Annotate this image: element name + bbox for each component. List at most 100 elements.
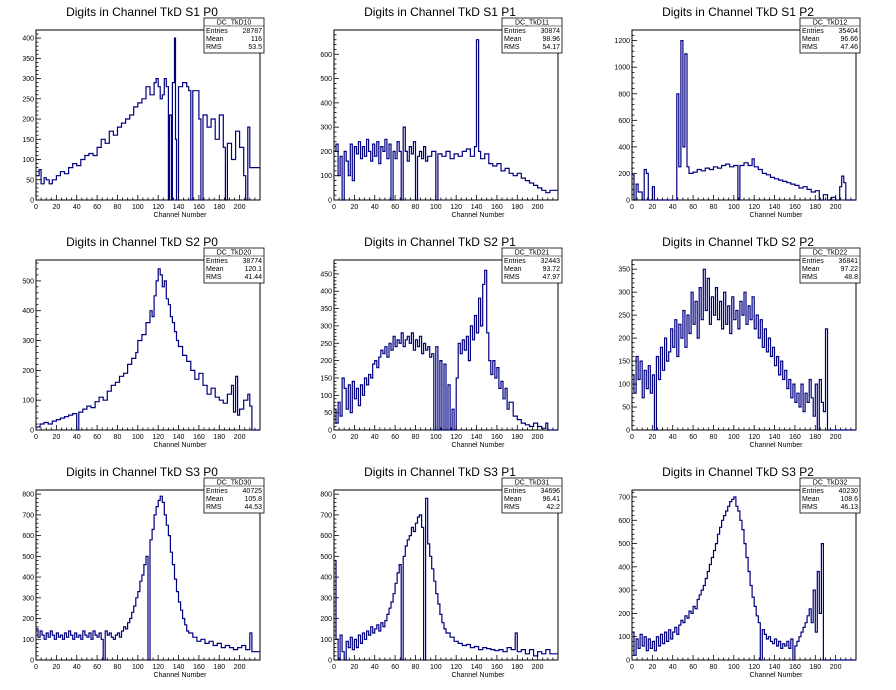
x-tick-label: 60 bbox=[93, 434, 101, 441]
x-tick-label: 0 bbox=[34, 664, 38, 671]
stats-label: Mean bbox=[206, 36, 224, 43]
y-tick-label: 400 bbox=[618, 564, 630, 571]
stats-box bbox=[501, 17, 563, 54]
x-tick-label: 60 bbox=[93, 664, 101, 671]
x-tick-label: 80 bbox=[710, 204, 718, 211]
x-tick-label: 200 bbox=[532, 204, 544, 211]
histogram-line bbox=[334, 269, 558, 431]
x-tick-label: 160 bbox=[193, 204, 205, 211]
x-tick-label: 100 bbox=[430, 664, 442, 671]
stats-value: 105.8 bbox=[244, 496, 262, 503]
y-tick-label: 150 bbox=[320, 375, 332, 382]
stats-label: Entries bbox=[206, 258, 228, 265]
y-tick-label: 600 bbox=[618, 118, 630, 125]
stats-box bbox=[203, 17, 265, 54]
x-tick-label: 20 bbox=[52, 434, 60, 441]
x-tick-label: 120 bbox=[152, 434, 164, 441]
x-tick-label: 180 bbox=[511, 204, 523, 211]
x-tick-label: 0 bbox=[332, 664, 336, 671]
panel-title: Digits in Channel TkD S2 P2 bbox=[662, 235, 814, 249]
x-tick-label: 40 bbox=[371, 434, 379, 441]
stats-label: RMS bbox=[802, 44, 818, 51]
y-tick-label: 300 bbox=[320, 125, 332, 132]
y-tick-label: 500 bbox=[618, 541, 630, 548]
x-tick-label: 40 bbox=[371, 204, 379, 211]
x-tick-label: 100 bbox=[728, 204, 740, 211]
x-axis-title: Channel Number bbox=[154, 212, 208, 219]
x-tick-label: 140 bbox=[173, 664, 185, 671]
stats-name: DC_TkD11 bbox=[515, 20, 549, 27]
stats-label: Mean bbox=[504, 266, 522, 273]
x-tick-label: 100 bbox=[132, 664, 144, 671]
x-axis-title: Channel Number bbox=[750, 212, 804, 219]
y-tick-label: 300 bbox=[618, 290, 630, 297]
x-tick-label: 20 bbox=[350, 664, 358, 671]
y-tick-label: 150 bbox=[22, 137, 34, 144]
x-axis-title: Channel Number bbox=[154, 672, 208, 679]
x-tick-label: 160 bbox=[491, 664, 503, 671]
y-tick-label: 400 bbox=[22, 308, 34, 315]
panel-title: Digits in Channel TkD S1 P2 bbox=[662, 5, 814, 19]
x-tick-label: 100 bbox=[430, 434, 442, 441]
y-tick-label: 400 bbox=[22, 575, 34, 582]
stats-value: 53.5 bbox=[248, 44, 262, 51]
y-tick-label: 600 bbox=[320, 533, 332, 540]
x-tick-label: 120 bbox=[450, 434, 462, 441]
x-tick-label: 20 bbox=[350, 434, 358, 441]
x-tick-label: 200 bbox=[234, 204, 246, 211]
x-tick-label: 180 bbox=[809, 664, 821, 671]
stats-label: Mean bbox=[504, 496, 522, 503]
stats-name: DC_TkD21 bbox=[515, 250, 550, 257]
histogram-line bbox=[334, 497, 558, 661]
x-tick-label: 160 bbox=[491, 434, 503, 441]
x-tick-label: 140 bbox=[173, 204, 185, 211]
x-tick-label: 200 bbox=[234, 664, 246, 671]
histogram-panel: Digits in Channel TkD S1 P1 0 20 40 60 80 100 1… bbox=[320, 5, 563, 219]
histogram-line bbox=[36, 37, 260, 201]
panel-title: Digits in Channel TkD S3 P0 bbox=[66, 465, 218, 479]
stats-value: 35404 bbox=[839, 28, 859, 35]
x-axis-title: Channel Number bbox=[452, 672, 506, 679]
x-tick-label: 80 bbox=[710, 434, 718, 441]
x-tick-label: 0 bbox=[630, 434, 634, 441]
x-tick-label: 100 bbox=[728, 434, 740, 441]
x-tick-label: 80 bbox=[412, 664, 420, 671]
y-tick-label: 0 bbox=[626, 198, 630, 205]
stats-box bbox=[799, 247, 861, 284]
plot-frame bbox=[333, 489, 559, 661]
x-tick-label: 140 bbox=[173, 434, 185, 441]
histogram-panel: Digits in Channel TkD S3 P1 0 20 40 60 80 100 1… bbox=[320, 465, 563, 679]
y-tick-label: 400 bbox=[320, 575, 332, 582]
stats-label: Entries bbox=[206, 488, 228, 495]
x-tick-label: 0 bbox=[332, 204, 336, 211]
stats-label: RMS bbox=[504, 504, 520, 511]
x-tick-label: 140 bbox=[769, 664, 781, 671]
x-tick-label: 40 bbox=[669, 204, 677, 211]
x-tick-label: 120 bbox=[152, 204, 164, 211]
stats-value: 93.72 bbox=[542, 266, 560, 273]
stats-label: Mean bbox=[802, 496, 820, 503]
x-tick-label: 20 bbox=[648, 204, 656, 211]
stats-name: DC_TkD30 bbox=[217, 480, 252, 487]
x-tick-label: 60 bbox=[689, 204, 697, 211]
x-tick-label: 0 bbox=[630, 204, 634, 211]
stats-box bbox=[501, 247, 563, 284]
stats-label: Mean bbox=[206, 266, 224, 273]
histogram-line bbox=[632, 268, 856, 431]
stats-label: Entries bbox=[802, 258, 824, 265]
y-tick-label: 400 bbox=[618, 144, 630, 151]
y-tick-label: 0 bbox=[30, 198, 34, 205]
panel-title: Digits in Channel TkD S1 P1 bbox=[364, 5, 516, 19]
y-tick-label: 0 bbox=[626, 428, 630, 435]
y-tick-label: 350 bbox=[618, 267, 630, 274]
stats-value: 47.97 bbox=[542, 274, 560, 281]
x-axis-title: Channel Number bbox=[750, 442, 804, 449]
y-tick-label: 200 bbox=[320, 149, 332, 156]
stats-value: 96.66 bbox=[840, 36, 858, 43]
stats-label: RMS bbox=[504, 44, 520, 51]
x-tick-label: 20 bbox=[52, 204, 60, 211]
panel-title: Digits in Channel TkD S2 P1 bbox=[364, 235, 516, 249]
y-tick-label: 250 bbox=[22, 96, 34, 103]
stats-value: 32443 bbox=[541, 258, 561, 265]
x-tick-label: 200 bbox=[830, 664, 842, 671]
